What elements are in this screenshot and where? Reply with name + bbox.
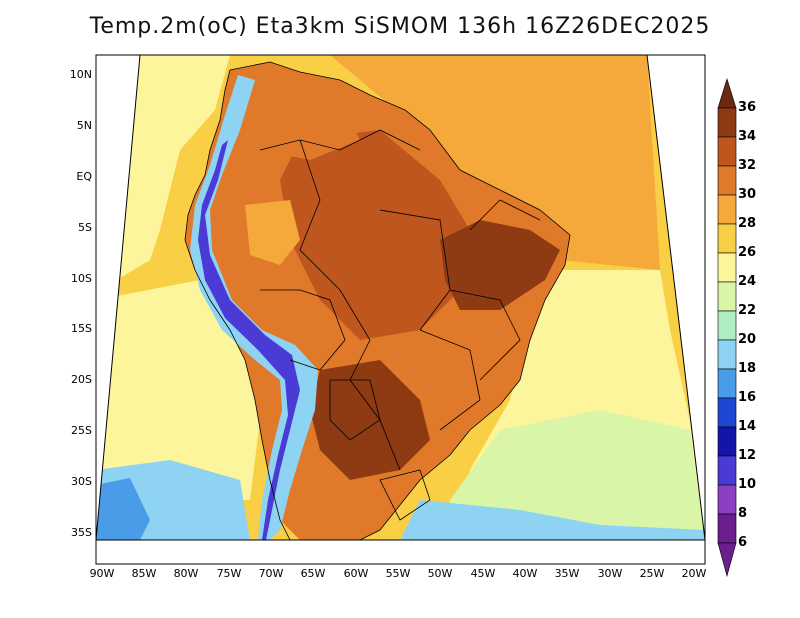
colorbar-label: 12: [738, 448, 757, 463]
lat-label: 5N: [76, 119, 92, 132]
lat-label: 30S: [71, 475, 92, 488]
cb-10: [717, 455, 737, 486]
lon-label: 45W: [470, 567, 496, 580]
lon-label: 35W: [554, 567, 580, 580]
lon-label: 30W: [597, 567, 623, 580]
cb-26: [717, 223, 737, 254]
colorbar-label: 26: [738, 245, 757, 260]
colorbar-label: 10: [738, 477, 757, 492]
land-hot-south-central: [310, 360, 430, 480]
colorbar-label: 30: [738, 187, 757, 202]
cb-20: [717, 310, 737, 341]
cb-24: [717, 252, 737, 283]
cb-16: [717, 368, 737, 399]
borders: [184, 61, 571, 540]
land-hottest-northeast: [440, 220, 560, 310]
lon-label: 60W: [343, 567, 369, 580]
colorbar-label: 22: [738, 303, 757, 318]
land-warm-north: [240, 80, 360, 160]
cb-22: [717, 281, 737, 312]
cb-arrow-bottom: [717, 542, 737, 578]
lon-label: 80W: [173, 567, 199, 580]
lon-label: 85W: [131, 567, 157, 580]
colorbar-label: 34: [738, 129, 757, 144]
brazil-states-3: [419, 329, 481, 431]
plot-frame: [95, 54, 706, 565]
land-light-patch: [245, 200, 300, 265]
lat-label: 5S: [78, 221, 92, 234]
colorbar-label: 6: [738, 535, 748, 550]
border-uruguay: [379, 469, 431, 521]
cb-34: [717, 107, 737, 138]
ocean-green-south-atlantic: [440, 410, 705, 540]
colorbar-label: 32: [738, 158, 757, 173]
brazil-border-west: [299, 139, 401, 471]
map-title: Temp.2m(oC) Eta3km SiSMOM 136h 16Z26DEC2…: [89, 14, 711, 39]
border-bolivia: [260, 289, 346, 371]
colorbar-label: 24: [738, 274, 757, 289]
cb-6: [717, 513, 737, 544]
colorbar: [717, 77, 737, 578]
cb-8: [717, 484, 737, 515]
cb-30: [717, 165, 737, 196]
land-hot-interior: [280, 130, 470, 340]
coastline: [229, 61, 571, 540]
ocean-colder-pacific: [96, 478, 150, 540]
ocean-pale-pacific-south: [96, 280, 260, 500]
colorbar-label: 16: [738, 390, 757, 405]
lon-label: 75W: [216, 567, 242, 580]
west-coastline: [184, 69, 291, 540]
cb-32: [717, 136, 737, 167]
lat-label: EQ: [76, 170, 92, 183]
brazil-states-2: [449, 289, 521, 381]
temperature-field: [96, 55, 705, 540]
lon-label: 55W: [385, 567, 411, 580]
lon-label: 40W: [512, 567, 538, 580]
lon-label: 90W: [89, 567, 115, 580]
lat-label: 25S: [71, 424, 92, 437]
lat-label: 10N: [69, 68, 92, 81]
colorbar-label: 18: [738, 361, 757, 376]
border-north: [259, 129, 421, 151]
lon-label: 65W: [300, 567, 326, 580]
colorbar-label: 36: [738, 100, 757, 115]
cb-14: [717, 397, 737, 428]
colorbar-label: 20: [738, 332, 757, 347]
brazil-states-1: [379, 209, 451, 331]
lat-label: 15S: [71, 322, 92, 335]
brazil-states-4: [469, 199, 541, 231]
cb-18: [717, 339, 737, 370]
lat-label: 20S: [71, 373, 92, 386]
colorbar-label: 28: [738, 216, 757, 231]
cb-arrow-top: [717, 77, 737, 109]
lon-label: 25W: [639, 567, 665, 580]
cb-28: [717, 194, 737, 225]
cb-12: [717, 426, 737, 457]
ocean-cold-south-atlantic: [400, 500, 705, 540]
lat-label: 10S: [71, 272, 92, 285]
andes-coldest-core: [198, 140, 300, 540]
colorbar-label: 14: [738, 419, 757, 434]
lon-label: 70W: [258, 567, 284, 580]
ocean-warm-atlantic: [330, 55, 660, 270]
colorbar-label: 8: [738, 506, 748, 521]
border-paraguay: [329, 379, 381, 441]
lon-label: 50W: [427, 567, 453, 580]
lat-label: 35S: [71, 526, 92, 539]
lon-label: 20W: [681, 567, 707, 580]
